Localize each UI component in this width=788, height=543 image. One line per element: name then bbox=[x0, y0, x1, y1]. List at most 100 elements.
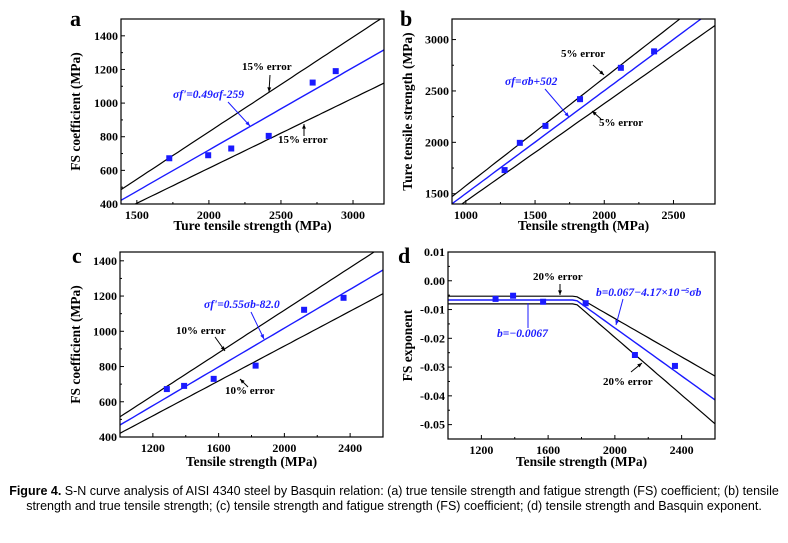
panel-letter: b bbox=[400, 6, 412, 31]
y-axis-label: FS coefficient (MPa) bbox=[68, 52, 83, 170]
lower-error-arrow-head bbox=[240, 379, 245, 384]
y-tick-label: 400 bbox=[100, 197, 118, 211]
upper-error-arrow-head bbox=[220, 346, 225, 351]
data-point bbox=[577, 96, 584, 103]
data-point bbox=[309, 79, 316, 86]
y-tick-label: 400 bbox=[99, 430, 117, 444]
y-tick-label: 800 bbox=[100, 130, 118, 144]
lower-error-line bbox=[460, 25, 715, 204]
data-point bbox=[166, 155, 173, 162]
data-point bbox=[631, 351, 638, 358]
upper-error-label: 10% error bbox=[176, 325, 226, 337]
panel-letter: a bbox=[70, 6, 81, 31]
figure-caption: Figure 4. S-N curve analysis of AISI 434… bbox=[0, 484, 788, 514]
lower-error-line bbox=[133, 82, 384, 204]
x-tick-label: 1500 bbox=[523, 208, 547, 222]
x-axis-label: Ture tensile strength (MPa) bbox=[173, 218, 331, 233]
data-point bbox=[252, 362, 259, 369]
data-point bbox=[516, 139, 523, 146]
y-tick-label: -0.03 bbox=[420, 360, 445, 374]
x-tick-label: 1600 bbox=[536, 443, 560, 457]
data-point bbox=[651, 48, 658, 55]
x-tick-label: 2000 bbox=[197, 208, 221, 222]
lower-error-arrow-head bbox=[592, 111, 597, 116]
fit-arrow-head bbox=[564, 112, 569, 117]
y-tick-label: 600 bbox=[99, 395, 117, 409]
y-tick-label: 1200 bbox=[93, 289, 117, 303]
fit-arrow-head bbox=[245, 121, 250, 126]
panel-letter: c bbox=[72, 243, 82, 268]
y-tick-label: 1200 bbox=[94, 62, 118, 76]
x-tick-label: 2500 bbox=[661, 208, 685, 222]
y-tick-label: -0.04 bbox=[420, 389, 445, 403]
data-point bbox=[540, 298, 547, 305]
panel-a: 1500 2000 2500 3000 400 600 800 1000 1200 1400 Tur… bbox=[68, 6, 385, 233]
data-point bbox=[340, 294, 347, 301]
plot-area bbox=[448, 292, 715, 425]
data-point bbox=[510, 292, 517, 299]
fit-line bbox=[448, 299, 715, 401]
fit-arrow bbox=[227, 101, 251, 127]
y-tick-label: 600 bbox=[100, 163, 118, 177]
y-axis-label: FS coefficient (MPa) bbox=[68, 285, 83, 403]
x-axis-label: Tensile strength (MPa) bbox=[186, 454, 317, 469]
data-point bbox=[228, 145, 235, 152]
fit-arrow-head bbox=[260, 334, 264, 339]
upper-error-line bbox=[452, 19, 681, 198]
panel-letter: d bbox=[398, 243, 410, 268]
flat-fit-label: b=−0.0067 bbox=[497, 328, 549, 340]
y-tick-label: 800 bbox=[99, 360, 117, 374]
x-tick-label: 1200 bbox=[141, 441, 165, 455]
x-tick-label: 2000 bbox=[592, 208, 616, 222]
data-point bbox=[163, 386, 170, 393]
data-point bbox=[301, 306, 308, 313]
fit-line bbox=[452, 19, 703, 204]
y-tick-label: 1400 bbox=[94, 29, 118, 43]
x-tick-label: 3000 bbox=[341, 208, 365, 222]
upper-error-label: 15% error bbox=[242, 61, 292, 73]
data-point bbox=[542, 122, 549, 129]
plot-area bbox=[120, 252, 383, 434]
y-tick-label: 1400 bbox=[93, 254, 117, 268]
x-tick-label: 1200 bbox=[469, 443, 493, 457]
slope-fit-label: b=0.067−4.17×10⁻⁵σb bbox=[596, 287, 702, 299]
fit-equation: σf'=0.55σb-82.0 bbox=[204, 299, 280, 311]
fit-equation: σf'=0.49σf-259 bbox=[173, 89, 244, 101]
x-tick-label: 2500 bbox=[269, 208, 293, 222]
lower-error-label: 5% error bbox=[599, 117, 643, 129]
lower-error-arrow-head bbox=[637, 363, 642, 368]
plot-area bbox=[121, 19, 384, 204]
y-tick-label: -0.02 bbox=[420, 331, 445, 345]
lower-error-line bbox=[448, 303, 715, 425]
data-point bbox=[492, 295, 499, 302]
data-point bbox=[181, 382, 188, 389]
caption-text: S-N curve analysis of AISI 4340 steel by… bbox=[26, 484, 779, 513]
y-tick-label: 2500 bbox=[425, 84, 449, 98]
x-tick-label: 2400 bbox=[670, 443, 694, 457]
data-point bbox=[501, 167, 508, 174]
fit-arrow bbox=[250, 311, 265, 340]
data-point bbox=[205, 152, 212, 159]
x-tick-label: 1000 bbox=[454, 208, 478, 222]
fit-line bbox=[121, 49, 384, 201]
data-point bbox=[265, 132, 272, 139]
upper-error-line bbox=[120, 252, 376, 418]
caption-label: Figure 4. bbox=[9, 484, 62, 498]
upper-error-label: 20% error bbox=[533, 271, 583, 283]
lower-error-line bbox=[120, 293, 383, 434]
x-tick-label: 1500 bbox=[125, 208, 149, 222]
data-point bbox=[332, 68, 339, 75]
plot-area bbox=[452, 19, 715, 204]
y-tick-label: 1000 bbox=[93, 324, 117, 338]
y-tick-label: -0.01 bbox=[420, 303, 445, 317]
upper-error-line bbox=[448, 295, 715, 377]
y-tick-label: 3000 bbox=[425, 33, 449, 47]
y-axis-label: Ture tensile strength (MPa) bbox=[400, 32, 415, 190]
panel-c: 1200 1600 2000 2400 400 600 800 1000 1200 1400 Ten… bbox=[68, 243, 384, 469]
data-point bbox=[617, 64, 624, 71]
x-tick-label: 1600 bbox=[207, 441, 231, 455]
y-tick-label: 2000 bbox=[425, 135, 449, 149]
lower-error-label: 20% error bbox=[603, 376, 653, 388]
fit-line bbox=[120, 269, 383, 426]
upper-error-line bbox=[121, 19, 382, 191]
